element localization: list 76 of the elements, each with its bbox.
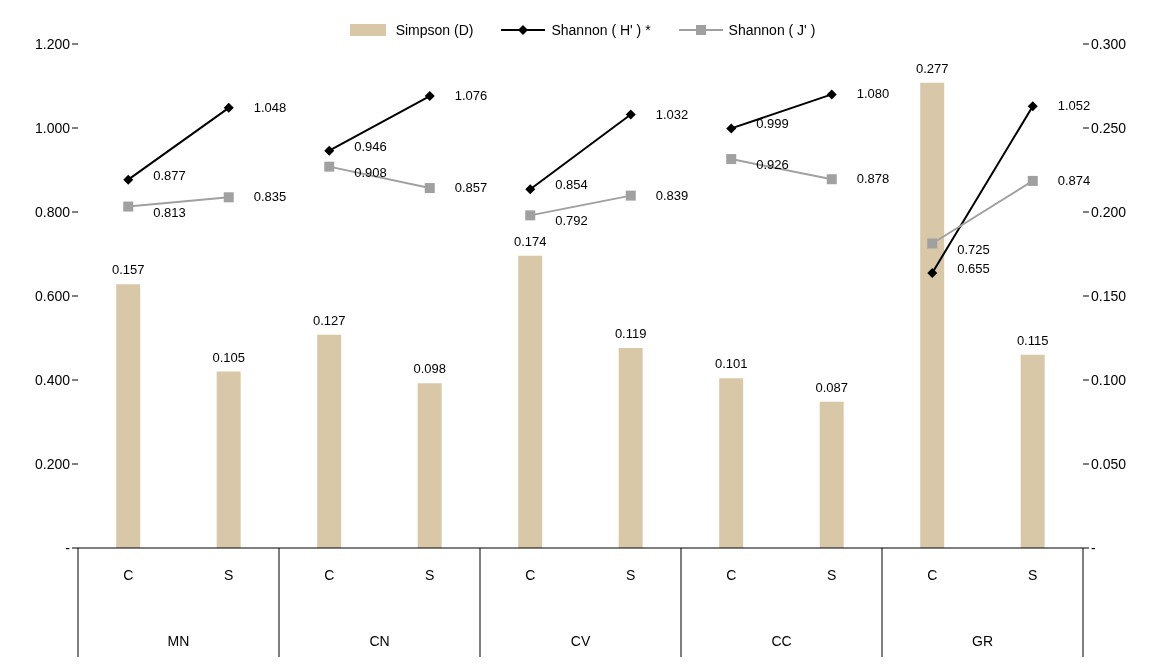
x-tick-label: S (224, 566, 234, 583)
text: CV (570, 633, 591, 649)
point (927, 238, 938, 249)
bar (317, 334, 342, 548)
x-tick-label: C (123, 566, 134, 583)
legend-label: Simpson (D) (395, 22, 474, 38)
data-label: 0.157 (111, 262, 145, 278)
data-label: 1.032 (655, 106, 689, 122)
data-label: 0.926 (756, 157, 789, 173)
data-label: 0.878 (856, 171, 890, 187)
y-tick-label: 1.000 (34, 119, 71, 136)
data-label: 1.048 (253, 99, 287, 115)
y-tick-label: - (65, 539, 71, 556)
data-label: 0.792 (555, 213, 588, 229)
bar (1020, 354, 1045, 548)
data-label: 0.098 (413, 361, 446, 377)
data-label: 0.105 (212, 349, 245, 365)
y2-tick-label: 0.250 (1091, 119, 1127, 136)
bar (417, 383, 442, 548)
data-label: 0.115 (1016, 332, 1049, 348)
x-tick-label: C (324, 566, 335, 583)
data-label: 0.725 (957, 241, 990, 257)
bar (116, 284, 141, 548)
point (927, 267, 938, 278)
y-tick-label: 1.200 (34, 35, 71, 52)
y2-tick-label: 0.050 (1091, 455, 1127, 472)
x-tick-label: C (726, 566, 737, 583)
data-label: 0.946 (354, 138, 387, 154)
data-label: 0.839 (655, 187, 689, 203)
data-label: 0.908 (354, 164, 387, 180)
data-label: 0.877 (153, 167, 186, 183)
x-tick-label: C (927, 566, 938, 583)
data-label: 0.655 (957, 260, 990, 276)
x-tick-label: S (1028, 566, 1038, 583)
data-label: 1.080 (856, 86, 890, 102)
bar (819, 401, 844, 548)
bar (216, 371, 241, 548)
y2-tick-label: 0.300 (1091, 35, 1127, 52)
bar (719, 378, 744, 548)
text: CN (369, 633, 390, 649)
data-label: 0.174 (513, 233, 547, 249)
bar (518, 255, 543, 548)
x-tick-label: S (425, 566, 435, 583)
y2-tick-label: - (1091, 539, 1096, 556)
y2-tick-label: 0.200 (1091, 203, 1127, 220)
data-label: 0.119 (614, 326, 647, 342)
data-label: 0.087 (815, 379, 848, 395)
data-label: 1.052 (1057, 98, 1091, 114)
text: CC (771, 633, 792, 649)
point (1027, 101, 1038, 112)
y-tick-label: 0.800 (34, 203, 71, 220)
legend-label: Shannon ( J' ) (728, 22, 816, 38)
y2-tick-label: 0.150 (1091, 287, 1127, 304)
data-label: 0.127 (312, 312, 346, 328)
y-tick-label: 0.200 (34, 455, 71, 472)
y-tick-label: 0.400 (34, 371, 71, 388)
data-label: 0.854 (555, 177, 588, 193)
data-label: 0.813 (153, 204, 186, 220)
bar (618, 348, 643, 548)
point (1027, 175, 1038, 186)
legend-label: Shannon ( H' ) * (551, 22, 651, 38)
x-tick-label: S (827, 566, 837, 583)
data-label: 0.835 (253, 189, 287, 205)
text: MN (167, 633, 190, 649)
y-tick-label: 0.600 (34, 287, 71, 304)
y2-tick-label: 0.100 (1091, 371, 1127, 388)
x-tick-label: C (525, 566, 536, 583)
data-label: 0.999 (756, 116, 789, 132)
bar (920, 82, 945, 548)
data-label: 0.101 (714, 356, 748, 372)
data-label: 0.277 (915, 60, 949, 76)
data-label: 0.874 (1057, 172, 1091, 188)
data-label: 1.076 (454, 88, 488, 104)
data-label: 0.857 (454, 180, 488, 196)
text: GR (972, 633, 993, 649)
x-tick-label: S (626, 566, 636, 583)
